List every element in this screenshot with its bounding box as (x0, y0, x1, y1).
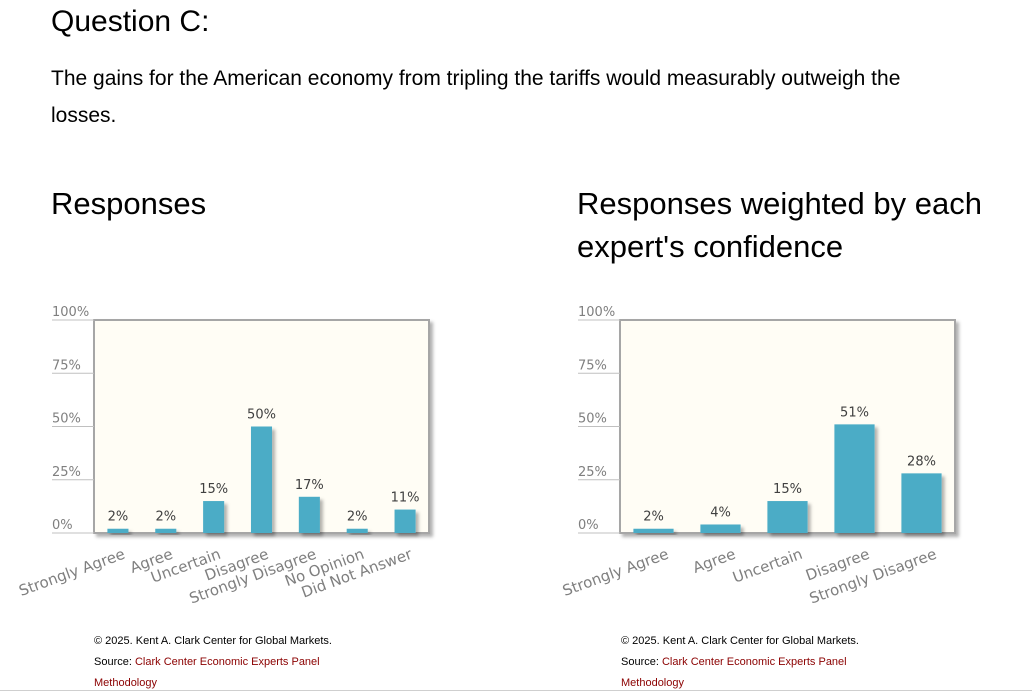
bar (394, 509, 416, 533)
right-source: Source: Clark Center Economic Experts Pa… (621, 656, 847, 668)
bar (700, 524, 741, 533)
question-title: Question C: (51, 5, 210, 38)
bar-value-label: 2% (347, 510, 368, 525)
bar (298, 496, 320, 533)
left-methodology: Methodology (94, 677, 157, 689)
category-label: Uncertain (730, 545, 805, 587)
weighted-heading-line-2: expert's confidence (577, 229, 844, 264)
weighted-heading-line-1: Responses weighted by each (577, 186, 982, 221)
right-copyright: © 2025. Kent A. Clark Center for Global … (621, 635, 859, 647)
bar (901, 473, 942, 533)
bar-value-label: 28% (907, 454, 936, 469)
y-tick-label: 0% (578, 518, 599, 533)
weighted-responses-heading: Responses weighted by each expert's conf… (577, 182, 1027, 268)
y-tick-label: 50% (52, 412, 81, 427)
responses-heading: Responses (51, 186, 207, 221)
bar (346, 528, 368, 533)
left-methodology-link[interactable]: Methodology (94, 677, 157, 689)
right-source-label: Source: (621, 656, 659, 668)
question-text-line-2: losses. (51, 104, 117, 127)
bar-value-label: 15% (199, 482, 228, 497)
y-tick-label: 25% (578, 465, 607, 480)
bar-value-label: 2% (643, 510, 664, 525)
right-methodology-link[interactable]: Methodology (621, 677, 684, 689)
bar-value-label: 51% (840, 405, 869, 420)
y-tick-label: 0% (52, 518, 73, 533)
bar-value-label: 4% (710, 505, 731, 520)
y-tick-label: 100% (578, 305, 615, 320)
bar-value-label: 11% (391, 491, 420, 506)
bar-value-label: 2% (155, 510, 176, 525)
y-tick-label: 75% (578, 358, 607, 373)
bar (107, 528, 129, 533)
y-tick-label: 100% (52, 305, 89, 320)
weighted-responses-bar-chart: 0%25%50%75%100%2%Strongly Agree4%Agree15… (560, 305, 956, 608)
bar-value-label: 2% (108, 510, 129, 525)
bar-value-label: 50% (247, 408, 276, 423)
bar (834, 424, 875, 533)
responses-bar-chart: 0%25%50%75%100%2%Strongly Agree2%Agree15… (17, 305, 430, 608)
category-label: Strongly Agree (560, 545, 671, 600)
question-text-line-1: The gains for the American economy from … (51, 67, 901, 90)
right-methodology: Methodology (621, 677, 684, 689)
bar (633, 528, 674, 533)
bar (767, 501, 808, 533)
left-source-link[interactable]: Clark Center Economic Experts Panel (134, 656, 320, 668)
category-label: Strongly Agree (17, 545, 128, 600)
bar-value-label: 15% (773, 482, 802, 497)
left-copyright: © 2025. Kent A. Clark Center for Global … (94, 635, 332, 647)
bar-value-label: 17% (295, 478, 324, 493)
question-text: The gains for the American economy from … (51, 60, 900, 134)
y-tick-label: 75% (52, 358, 81, 373)
left-source-label: Source: (94, 656, 132, 668)
bar (155, 528, 177, 533)
page-divider (0, 690, 1032, 691)
right-source-link[interactable]: Clark Center Economic Experts Panel (661, 656, 847, 668)
bar (203, 501, 225, 533)
y-tick-label: 50% (578, 412, 607, 427)
y-tick-label: 25% (52, 465, 81, 480)
bar (250, 426, 273, 533)
left-source: Source: Clark Center Economic Experts Pa… (94, 656, 320, 668)
